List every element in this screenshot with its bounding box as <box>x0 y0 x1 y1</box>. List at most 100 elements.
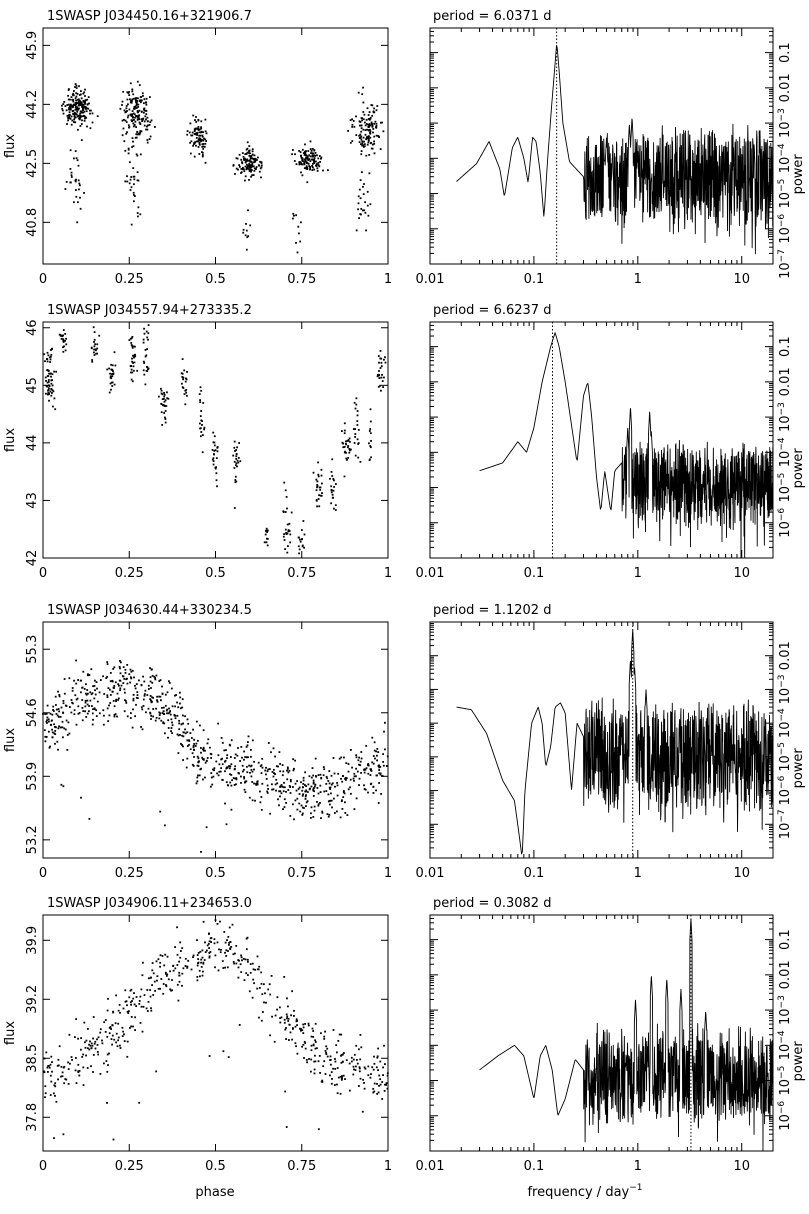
data-point <box>301 1029 304 1032</box>
data-point <box>113 351 116 354</box>
data-point <box>365 767 368 770</box>
data-point <box>369 1076 372 1079</box>
data-point <box>363 145 366 148</box>
data-point <box>139 96 142 98</box>
data-point <box>123 118 125 121</box>
data-point <box>359 197 362 200</box>
data-point <box>235 464 237 467</box>
data-point <box>49 1074 52 1077</box>
data-point <box>375 1066 378 1069</box>
data-point <box>99 679 102 681</box>
data-point <box>230 808 233 811</box>
data-point <box>309 787 311 790</box>
data-point <box>118 665 121 668</box>
data-point <box>200 389 203 392</box>
data-point <box>190 140 193 143</box>
data-point <box>273 772 275 774</box>
data-point <box>364 788 367 791</box>
data-point <box>351 140 354 142</box>
data-point <box>150 119 153 122</box>
data-point <box>91 360 94 363</box>
data-point <box>385 1084 387 1086</box>
data-point <box>383 730 385 733</box>
data-point <box>124 111 127 114</box>
data-point <box>373 107 375 110</box>
data-point <box>272 788 275 791</box>
data-point <box>81 707 84 709</box>
data-point <box>323 768 326 771</box>
data-point <box>51 728 53 731</box>
data-point <box>260 1019 263 1022</box>
data-point <box>233 507 236 509</box>
data-point <box>312 781 315 784</box>
data-point <box>166 708 169 711</box>
data-point <box>55 370 57 373</box>
data-point <box>75 107 78 110</box>
data-point <box>338 1033 341 1036</box>
y-tick-label: 10−4 <box>777 437 793 467</box>
data-point <box>156 700 159 703</box>
data-point <box>266 790 269 793</box>
data-point <box>68 111 71 114</box>
data-point <box>145 1007 148 1010</box>
x-tick-label: 0.75 <box>287 566 316 581</box>
data-point <box>161 424 164 426</box>
data-point <box>131 1000 133 1002</box>
data-point <box>295 789 298 792</box>
data-point <box>112 1011 115 1014</box>
data-point <box>353 772 356 775</box>
data-point <box>234 173 236 175</box>
data-point <box>228 926 231 929</box>
data-point <box>237 747 239 749</box>
data-point <box>185 766 188 769</box>
data-point <box>251 150 254 153</box>
data-point <box>370 456 372 459</box>
data-point <box>65 337 67 340</box>
data-point <box>168 682 171 684</box>
data-point <box>71 701 73 704</box>
data-point <box>370 440 372 442</box>
data-point <box>182 387 185 389</box>
data-point <box>310 150 313 152</box>
data-point <box>222 1050 225 1053</box>
data-point <box>74 108 77 111</box>
data-point <box>130 1003 132 1006</box>
data-point <box>299 240 302 243</box>
data-point <box>137 106 140 108</box>
data-point <box>241 152 244 154</box>
data-point <box>121 1026 124 1029</box>
data-point <box>145 113 148 115</box>
data-point <box>244 791 247 793</box>
data-point <box>108 714 111 717</box>
data-point <box>247 741 249 743</box>
data-point <box>54 695 57 698</box>
data-point <box>136 697 139 699</box>
data-point <box>146 128 149 131</box>
data-point <box>144 349 147 351</box>
data-point <box>77 201 79 204</box>
data-point <box>370 147 373 150</box>
data-point <box>293 160 296 162</box>
data-point <box>215 466 217 469</box>
data-point <box>301 544 304 547</box>
data-point <box>334 1060 337 1063</box>
data-point <box>186 371 188 373</box>
data-point <box>240 782 242 784</box>
data-point <box>359 133 362 136</box>
data-point <box>132 365 135 368</box>
data-point <box>249 156 252 158</box>
data-point <box>81 103 83 105</box>
data-point <box>106 696 109 698</box>
data-point <box>332 489 335 492</box>
data-point <box>65 343 68 346</box>
data-point <box>228 765 230 767</box>
data-point <box>368 442 370 445</box>
data-point <box>182 745 184 748</box>
data-point <box>321 811 324 814</box>
data-point <box>154 678 157 681</box>
data-point <box>297 545 300 548</box>
data-point <box>196 127 199 130</box>
data-point <box>216 941 219 944</box>
data-point <box>384 1063 386 1065</box>
data-point <box>326 1055 329 1058</box>
